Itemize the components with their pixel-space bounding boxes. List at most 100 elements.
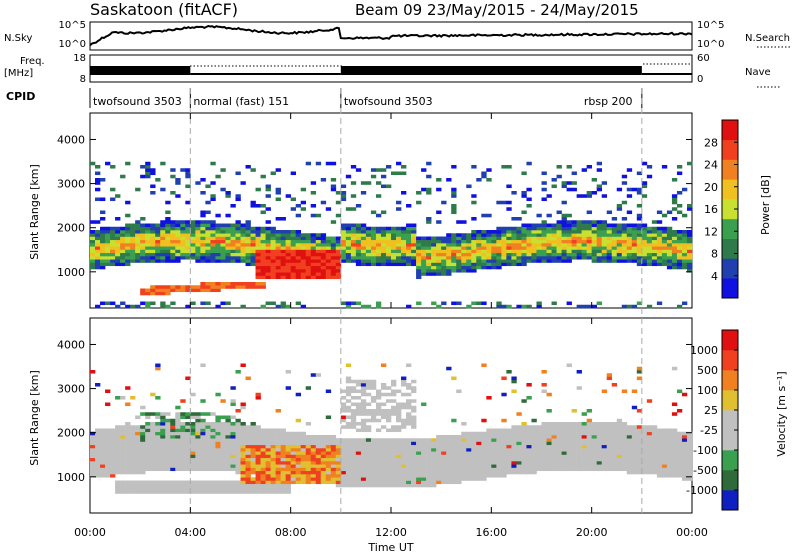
- heatmap-cell: [681, 438, 688, 442]
- heatmap-cell: [541, 252, 547, 257]
- heatmap-cell: [225, 213, 231, 218]
- heatmap-cell: [360, 467, 367, 472]
- heatmap-cell: [646, 236, 653, 241]
- heatmap-cell: [335, 474, 342, 478]
- heatmap-cell: [651, 464, 658, 468]
- heatmap-cell: [165, 249, 171, 254]
- heatmap-cell: [506, 236, 512, 241]
- heatmap-cell: [130, 233, 136, 237]
- heatmap-cell: [190, 226, 196, 231]
- heatmap-cell: [451, 256, 457, 260]
- heatmap-cell: [330, 256, 337, 260]
- heatmap-cell: [586, 467, 592, 472]
- heatmap-cell: [185, 415, 191, 420]
- heatmap-cell: [481, 233, 487, 237]
- heatmap-cell: [676, 457, 683, 462]
- heatmap-cell: [305, 256, 312, 260]
- heatmap-cell: [526, 441, 532, 446]
- heatmap-cell: [486, 451, 492, 455]
- heatmap-cell: [230, 223, 236, 228]
- heatmap-cell: [406, 464, 412, 468]
- heatmap-cell: [165, 291, 171, 296]
- heatmap-cell: [466, 184, 472, 189]
- heatmap-cell: [255, 236, 261, 241]
- heatmap-cell: [481, 246, 487, 250]
- heatmap-cell: [100, 243, 106, 247]
- heatmap-cell: [250, 438, 256, 442]
- heatmap-cell: [340, 425, 347, 429]
- heatmap-cell: [396, 171, 402, 176]
- heatmap-cell: [185, 425, 191, 429]
- heatmap-cell: [385, 246, 392, 250]
- heatmap-cell: [110, 438, 116, 442]
- heatmap-cell: [596, 464, 602, 468]
- heatmap-cell: [195, 418, 201, 423]
- heatmap-cell: [170, 233, 176, 237]
- heatmap-cell: [145, 435, 151, 439]
- heatmap-cell: [205, 226, 211, 231]
- heatmap-cell: [140, 252, 146, 257]
- heatmap-cell: [165, 457, 171, 462]
- heatmap-cell: [436, 272, 442, 276]
- heatmap-cell: [370, 383, 377, 387]
- heatmap-cell: [315, 272, 322, 276]
- heatmap-cell: [120, 451, 126, 455]
- heatmap-cell: [686, 464, 693, 468]
- heatmap-cell: [310, 435, 317, 439]
- heatmap-cell: [230, 259, 236, 263]
- heatmap-cell: [290, 243, 296, 247]
- heatmap-cell: [641, 425, 648, 429]
- heatmap-cell: [385, 184, 392, 189]
- heatmap-cell: [325, 448, 332, 452]
- heatmap-cell: [150, 256, 156, 260]
- heatmap-cell: [285, 236, 291, 241]
- heatmap-cell: [285, 444, 291, 449]
- heatmap-cell: [476, 477, 482, 481]
- heatmap-cell: [446, 236, 452, 241]
- heatmap-cell: [275, 249, 281, 254]
- heatmap-cell: [285, 386, 291, 390]
- heatmap-cell: [280, 217, 286, 221]
- heatmap-cell: [245, 435, 251, 439]
- heatmap-cell: [596, 431, 602, 436]
- heatmap-cell: [516, 246, 522, 250]
- heatmap-cell: [631, 454, 638, 459]
- heatmap-cell: [416, 444, 422, 449]
- heatmap-cell: [145, 464, 151, 468]
- heatmap-cell: [436, 262, 442, 267]
- heatmap-cell: [360, 454, 367, 459]
- heatmap-cell: [90, 454, 96, 459]
- heatmap-cell: [380, 246, 387, 250]
- heatmap-cell: [651, 246, 658, 250]
- heatmap-cell: [471, 461, 477, 465]
- heatmap-cell: [541, 383, 547, 387]
- heatmap-cell: [566, 431, 572, 436]
- heatmap-cell: [105, 474, 111, 478]
- heatmap-cell: [411, 451, 417, 455]
- heatmap-cell: [100, 217, 106, 221]
- heatmap-cell: [606, 376, 613, 381]
- heatmap-cell: [536, 239, 542, 244]
- heatmap-cell: [245, 246, 251, 250]
- heatmap-cell: [240, 467, 246, 472]
- heatmap-cell: [340, 457, 347, 462]
- heatmap-cell: [200, 243, 206, 247]
- heatmap-cell: [105, 243, 111, 247]
- heatmap-cell: [486, 467, 492, 472]
- heatmap-cell: [506, 233, 512, 237]
- heatmap-cell: [280, 249, 286, 254]
- heatmap-cell: [315, 213, 322, 218]
- heatmap-cell: [511, 256, 517, 260]
- heatmap-cell: [421, 236, 427, 241]
- heatmap-cell: [601, 467, 608, 472]
- heatmap-cell: [235, 194, 241, 198]
- heatmap-cell: [140, 487, 146, 491]
- colorbar-cell: [722, 490, 738, 511]
- heatmap-cell: [185, 454, 191, 459]
- heatmap-cell: [175, 288, 181, 293]
- heatmap-cell: [516, 425, 522, 429]
- heatmap-cell: [215, 230, 221, 234]
- heatmap-cell: [295, 246, 301, 250]
- heatmap-cell: [536, 233, 542, 237]
- heatmap-cell: [365, 464, 372, 468]
